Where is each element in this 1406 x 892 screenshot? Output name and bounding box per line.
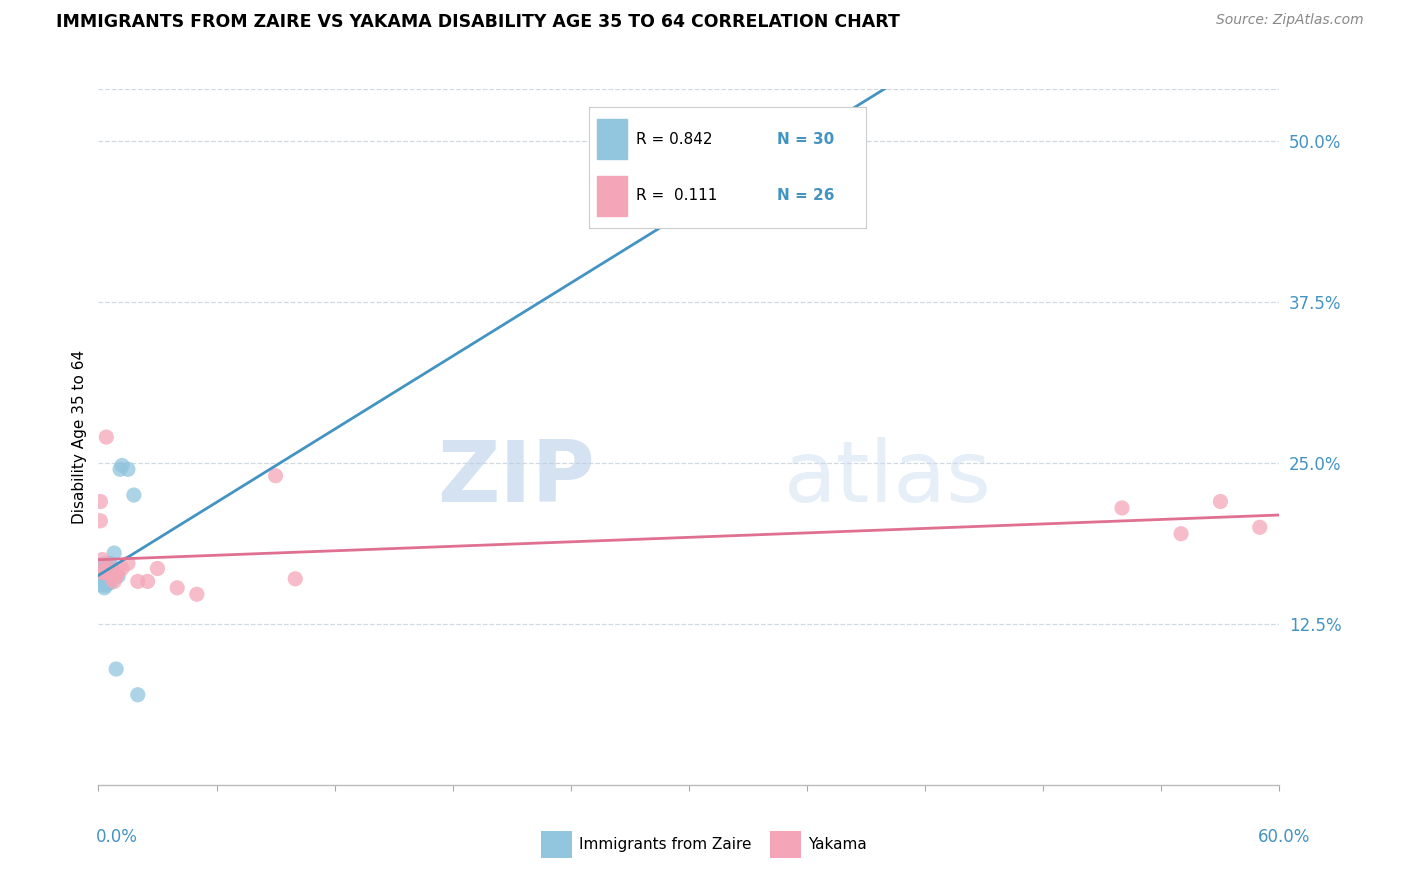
Bar <box>598 176 627 216</box>
Bar <box>598 119 627 159</box>
Point <box>91 552 114 566</box>
Text: Yakama: Yakama <box>808 838 868 852</box>
Point <box>101 561 124 575</box>
Point <box>93 581 115 595</box>
Point <box>97 568 120 582</box>
Point <box>186 587 208 601</box>
Point <box>127 574 149 589</box>
Point <box>105 569 128 583</box>
Point <box>91 574 114 589</box>
Point <box>122 488 145 502</box>
Point <box>111 458 134 473</box>
Point <box>1111 500 1133 515</box>
Text: N = 30: N = 30 <box>778 132 835 147</box>
Point <box>96 578 118 592</box>
Text: R = 0.842: R = 0.842 <box>636 132 713 147</box>
Point <box>108 462 131 476</box>
Text: R =  0.111: R = 0.111 <box>636 188 717 203</box>
Point <box>91 561 114 575</box>
Point <box>697 192 720 206</box>
Point <box>93 574 115 589</box>
Point <box>117 557 139 571</box>
Point <box>98 566 121 580</box>
Text: 0.0%: 0.0% <box>96 828 138 846</box>
Point <box>101 572 124 586</box>
Point <box>93 557 115 571</box>
Text: Source: ZipAtlas.com: Source: ZipAtlas.com <box>1216 13 1364 28</box>
Point <box>98 557 121 571</box>
Point <box>93 568 115 582</box>
Point <box>89 558 111 573</box>
Point <box>89 566 111 580</box>
Point <box>127 688 149 702</box>
Point <box>91 578 114 592</box>
Point <box>98 575 121 590</box>
Point <box>166 581 188 595</box>
Point <box>96 569 118 583</box>
Text: N = 26: N = 26 <box>778 188 835 203</box>
Point <box>136 574 159 589</box>
Point <box>1249 520 1271 534</box>
Point <box>264 468 287 483</box>
Text: IMMIGRANTS FROM ZAIRE VS YAKAMA DISABILITY AGE 35 TO 64 CORRELATION CHART: IMMIGRANTS FROM ZAIRE VS YAKAMA DISABILI… <box>56 13 900 31</box>
Point <box>91 566 114 580</box>
Point <box>107 569 129 583</box>
Text: ZIP: ZIP <box>437 437 595 520</box>
Text: Immigrants from Zaire: Immigrants from Zaire <box>579 838 752 852</box>
Point <box>284 572 307 586</box>
Point <box>97 561 120 575</box>
Point <box>89 514 111 528</box>
Point <box>101 569 124 583</box>
Point <box>105 662 128 676</box>
Point <box>117 462 139 476</box>
Point <box>91 569 114 583</box>
Point <box>97 574 120 589</box>
Y-axis label: Disability Age 35 to 64: Disability Age 35 to 64 <box>72 350 87 524</box>
Point <box>93 566 115 580</box>
Point <box>146 561 169 575</box>
Point <box>1170 526 1192 541</box>
Point <box>96 566 118 580</box>
Point <box>111 561 134 575</box>
Point <box>96 561 118 575</box>
Text: atlas: atlas <box>783 437 991 520</box>
Point <box>107 566 129 580</box>
Point <box>96 430 118 444</box>
Point <box>97 558 120 573</box>
Point <box>93 563 115 577</box>
Point <box>103 546 125 560</box>
Point <box>89 494 111 508</box>
Text: 60.0%: 60.0% <box>1258 828 1310 846</box>
Point <box>103 574 125 589</box>
Point <box>1209 494 1232 508</box>
